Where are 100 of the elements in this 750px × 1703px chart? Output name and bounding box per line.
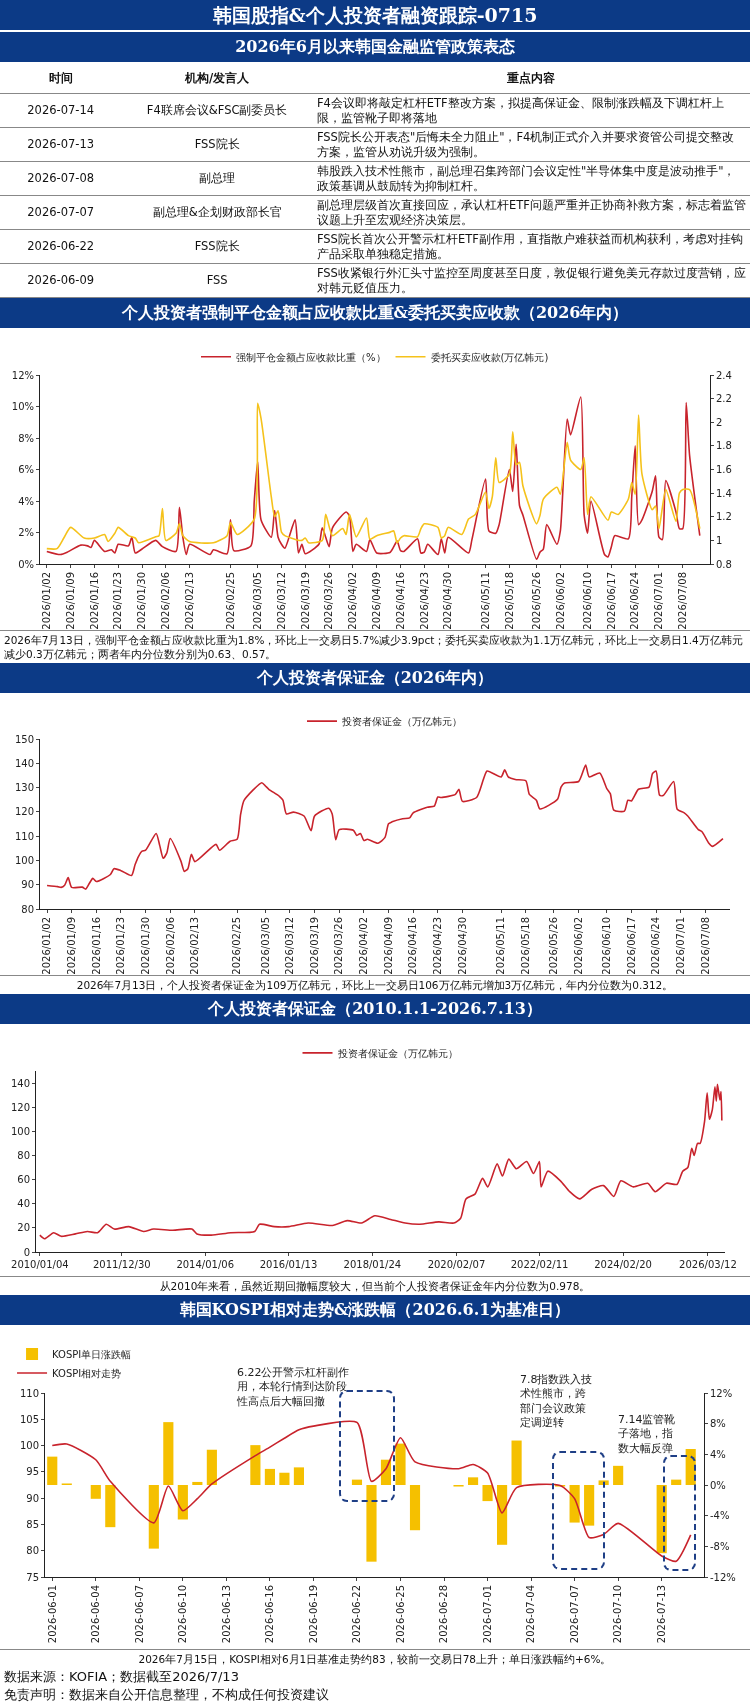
x-tick-label: 2026-06-13 xyxy=(220,1585,232,1644)
text: 韩国股指&个人投资者融资跟踪-0715 xyxy=(0,0,750,32)
x-tick-label: 2026/06/17 xyxy=(625,917,637,975)
x-tick-label: 2026/03/26 xyxy=(323,572,335,630)
x-tick-label: 2026/05/26 xyxy=(548,917,560,975)
y2-tick-label: 1.4 xyxy=(716,487,732,499)
source-note: 数据来源：KOFIA；数据截至2026/7/13 xyxy=(3,1668,240,1686)
bar xyxy=(482,1485,493,1502)
text: FSS院长首次公开警示杠杆ETF副作用，直指散户难获益而机构获利，考虑对挂钩产品采取单独稳定措施。 xyxy=(316,231,743,261)
y-tick-label: 100 xyxy=(19,1440,39,1452)
y2-tick-label: 12% xyxy=(710,1387,733,1399)
y-tick-label: 105 xyxy=(19,1413,39,1425)
y-tick-label: 75 xyxy=(26,1571,39,1583)
x-tick-label: 2026/03/19 xyxy=(308,917,320,975)
bar xyxy=(613,1465,624,1485)
text: 韩股跌入技术性熊市，副总理召集跨部门会议定性"半导体集中度是波动推手"，政策基调从鼓励转为抑制杠杆。 xyxy=(316,163,736,193)
text: 副总理&企划财政部长官 xyxy=(152,205,282,219)
category-label: 机构/发言人 xyxy=(121,64,313,94)
x-tick-label: 2010/01/04 xyxy=(11,1259,69,1270)
text: 2026年7月13日，强制平仓金额占应收款比重为1.8%，环比上一交易日5.7%减少3.9pct；委托买卖应收款为1.1万亿韩元，环比上一交易日1.4万亿韩元减少0.3万亿韩元；两者年内分位数分别为0.63、0.57。 xyxy=(0,630,750,663)
y-tick-label: 4% xyxy=(18,495,34,507)
text: FSS院长 xyxy=(194,137,240,151)
y2-tick-label: 0% xyxy=(710,1479,726,1491)
x-tick-label: 2026/06/24 xyxy=(629,572,641,630)
x-tick-label: 2026/05/18 xyxy=(520,917,532,975)
bar xyxy=(496,1485,508,1545)
x-tick-label: 2026/06/24 xyxy=(650,917,662,975)
x-tick-label: 2026-06-07 xyxy=(133,1585,145,1644)
bar xyxy=(177,1485,188,1520)
y-tick-label: 85 xyxy=(26,1518,39,1530)
bar xyxy=(250,1445,261,1485)
y2-tick-label: -8% xyxy=(710,1540,730,1552)
y2-tick-label: -4% xyxy=(710,1510,730,1522)
bar xyxy=(264,1468,275,1485)
legend-label: 投资者保证金（万亿韩元） xyxy=(341,716,462,727)
y-tick-label: 20 xyxy=(17,1222,30,1234)
x-tick-label: 2026/05/11 xyxy=(479,572,491,630)
y-tick-label: 12% xyxy=(11,369,34,381)
x-tick-label: 2026/04/30 xyxy=(456,917,468,975)
x-tick-label: 2026/03/26 xyxy=(333,917,345,975)
bar xyxy=(47,1456,58,1485)
bar xyxy=(366,1485,377,1562)
x-tick-label: 2026/04/09 xyxy=(370,572,382,630)
x-tick-label: 2026/05/11 xyxy=(495,917,507,975)
line-series xyxy=(46,764,724,890)
x-tick-label: 2014/01/06 xyxy=(176,1259,235,1270)
bar xyxy=(671,1479,682,1485)
y-tick-label: 90 xyxy=(26,1492,39,1504)
x-tick-label: 2026/07/08 xyxy=(699,917,711,975)
chart-title: 个人投资者保证金（2026年内） xyxy=(0,663,750,695)
annotation: 7.8指数跌入技术性熊市，跨部门会议政策定调逆转 xyxy=(520,1373,593,1429)
bar xyxy=(293,1467,305,1485)
text: 副总理层级首次直接回应，承认杠杆ETF问题严重并正协商补救方案，标志着监管议题上升至宏观经济决策层。 xyxy=(316,197,746,227)
x-tick-label: 2026/01/02 xyxy=(41,572,53,630)
x-tick-label: 2022/02/11 xyxy=(510,1259,569,1270)
x-tick-label: 2026-07-04 xyxy=(525,1585,537,1644)
x-tick-label: 2026/03/12 xyxy=(679,1259,737,1270)
x-tick-label: 2026/06/17 xyxy=(605,572,617,630)
y2-tick-label: 0.8 xyxy=(716,558,732,570)
bar xyxy=(569,1485,580,1523)
y2-tick-label: -12% xyxy=(710,1571,736,1583)
y-tick-label: 120 xyxy=(14,806,34,818)
bar xyxy=(279,1472,290,1485)
x-tick-label: 2026-06-28 xyxy=(438,1585,450,1644)
text: 2026-07-08 xyxy=(27,171,95,185)
bar xyxy=(395,1443,406,1485)
x-tick-label: 2016/01/13 xyxy=(259,1259,318,1270)
chart-title: 个人投资者强制平仓金额占应收款比重&委托买卖应收款（2026年内） xyxy=(0,298,750,330)
x-tick-label: 2026/01/23 xyxy=(115,917,127,975)
x-tick-label: 2026/01/16 xyxy=(90,917,102,975)
y2-tick-label: 1 xyxy=(716,534,723,546)
x-tick-label: 2026-06-19 xyxy=(307,1585,319,1644)
y-tick-label: 80 xyxy=(17,1149,30,1161)
category-label: 重点内容 xyxy=(312,64,750,94)
annotation: 6.22公开警示杠杆副作用，本轮行情到达阶段性高点后大幅回撤 xyxy=(236,1366,350,1408)
chart-title: 韩国KOSPI相对走势&涨跌幅（2026.6.1为基准日） xyxy=(0,1295,750,1327)
x-tick-label: 2026/03/12 xyxy=(275,572,287,630)
x-tick-label: 2011/12/30 xyxy=(92,1259,151,1270)
text: 2026年7月13日，个人投资者保证金为109万亿韩元，环比上一交易日106万亿韩元增加3万亿韩元，年内分位数为0.312。 xyxy=(0,975,750,994)
x-tick-label: 2026-06-25 xyxy=(394,1585,406,1644)
text: F4联席会议&FSC副委员长 xyxy=(146,103,288,117)
y-tick-label: 60 xyxy=(17,1174,30,1186)
x-tick-label: 2026/02/13 xyxy=(189,917,201,975)
text: FSS院长公开表态"后悔未全力阻止"，F4机制正式介入并要求资管公司提交整改方案，监管从劝说升级为强制。 xyxy=(316,129,735,159)
text: 2026-06-09 xyxy=(27,273,95,287)
x-tick-label: 2024/02/20 xyxy=(594,1259,652,1270)
x-tick-label: 2026/04/23 xyxy=(432,917,444,975)
bar xyxy=(90,1485,101,1499)
x-tick-label: 2026/05/26 xyxy=(530,572,542,630)
y2-tick-label: 2.2 xyxy=(716,393,732,405)
x-tick-label: 2026/02/25 xyxy=(231,917,243,975)
x-tick-label: 2026/07/01 xyxy=(674,917,686,975)
y-tick-label: 150 xyxy=(14,733,34,745)
y-tick-label: 130 xyxy=(14,782,34,794)
x-tick-label: 2026/01/09 xyxy=(64,572,76,630)
y2-tick-label: 8% xyxy=(710,1418,726,1430)
text: 2026年6月以来韩国金融监管政策表态 xyxy=(0,32,750,64)
x-tick-label: 2020/02/07 xyxy=(427,1259,486,1270)
text: FSS xyxy=(206,273,228,287)
y-tick-label: 8% xyxy=(18,432,34,444)
